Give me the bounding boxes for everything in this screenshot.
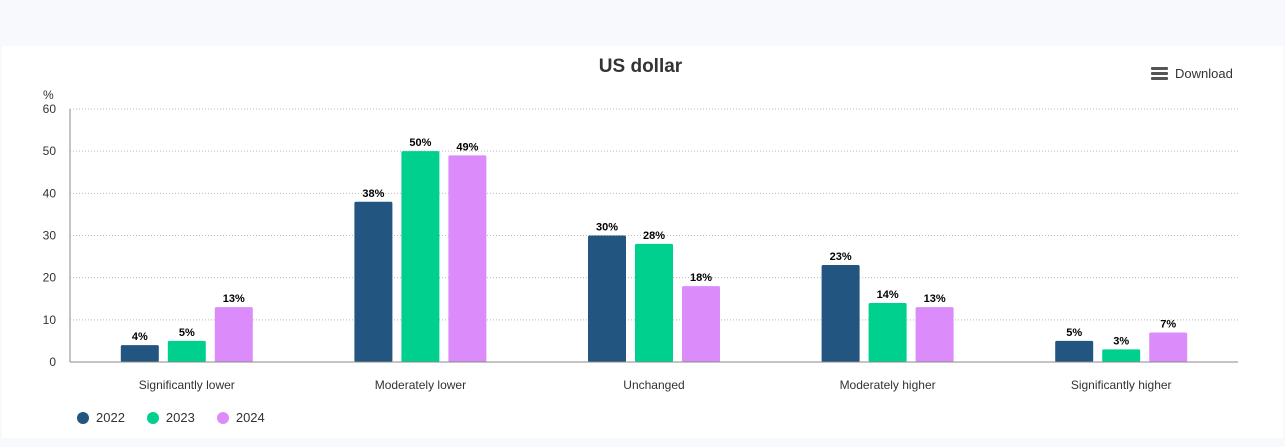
data-label: 30% [596,222,618,234]
bar-2024[interactable] [915,307,954,362]
x-tick-label: Significantly higher [1071,378,1172,392]
legend-item-2022[interactable]: 2022 [77,410,125,425]
legend-marker-2024 [216,411,229,424]
bar-2023[interactable] [868,302,907,362]
legend-label-2023: 2023 [165,410,195,425]
chart-card [2,46,1283,438]
bar-2023[interactable] [1102,349,1141,362]
bar-2023[interactable] [635,243,673,362]
y-tick-label: 10 [43,313,57,327]
bar-2023[interactable] [401,151,440,362]
legend-item-2023[interactable]: 2023 [146,410,195,425]
bar-2023[interactable] [167,340,206,362]
data-label: 13% [924,293,946,305]
data-label: 50% [409,137,431,149]
y-axis: 0 10 20 30 40 50 60 [43,102,71,369]
bar-2022[interactable] [588,235,626,363]
bar-2024[interactable] [214,307,253,362]
y-axis-label: % [43,88,54,102]
bars [120,151,1188,363]
y-tick-label: 40 [43,186,57,200]
y-tick-label: 20 [43,271,57,285]
download-button[interactable]: Download [1151,63,1233,83]
data-label: 28% [643,230,665,242]
x-tick-label: Moderately higher [840,378,936,392]
bar-2024[interactable] [1149,332,1188,362]
x-tick-label: Unchanged [623,378,684,392]
bar-2022[interactable] [120,345,159,362]
chart-title: US dollar [598,56,683,77]
data-label: 23% [830,251,852,263]
bar-2022[interactable] [1055,340,1094,362]
y-tick-label: 60 [43,102,57,116]
bar-2022[interactable] [821,265,860,362]
y-tick-label: 0 [49,355,56,369]
legend-label-2022: 2022 [96,410,125,425]
data-label: 5% [179,327,195,339]
data-label: 14% [877,289,899,301]
bar-2024[interactable] [682,286,720,362]
legend-item-2024[interactable]: 2024 [216,410,265,425]
x-tick-label: Significantly lower [139,378,235,392]
data-label: 18% [690,272,712,284]
x-tick-label: Moderately lower [375,378,466,392]
legend-label-2024: 2024 [235,410,265,425]
data-label: 7% [1160,318,1176,330]
data-label: 5% [1066,327,1082,339]
y-tick-label: 50 [43,144,57,158]
data-label: 38% [362,188,384,200]
legend-marker-2022 [77,411,89,424]
hamburger-menu-icon [1151,65,1168,82]
x-axis: Significantly lower Moderately lower Uncha… [70,361,1238,392]
legend-marker-2023 [146,411,159,424]
bar-2024[interactable] [448,155,487,362]
download-label: Download [1175,65,1233,81]
data-label: 4% [132,331,148,343]
data-labels: 4% 5% 13% 38% 50% 49% 30% 28% 18% 23% 14% 13% 5% 3% 7% [132,137,1177,347]
bar-2022[interactable] [354,201,393,362]
data-label: 3% [1113,335,1129,347]
y-tick-label: 30 [43,229,57,243]
legend: 2022 2023 2024 [77,410,265,425]
data-label: 13% [223,293,245,305]
data-label: 49% [456,141,478,153]
